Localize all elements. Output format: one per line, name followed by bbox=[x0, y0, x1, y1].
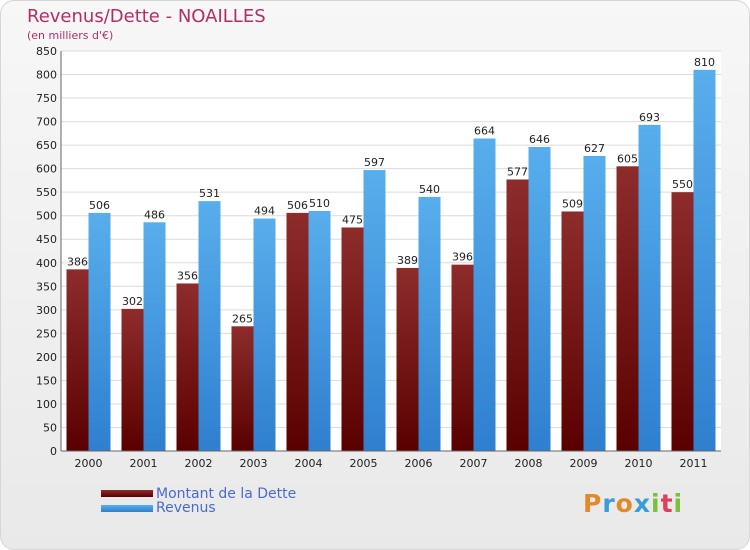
bar-dette bbox=[231, 326, 254, 451]
y-tick-label: 50 bbox=[43, 421, 57, 434]
y-tick-label: 550 bbox=[36, 186, 57, 199]
data-label: 510 bbox=[309, 197, 330, 210]
bar-dette bbox=[671, 192, 694, 452]
x-tick-label: 2004 bbox=[295, 457, 323, 470]
data-label: 389 bbox=[397, 254, 418, 267]
logo-letter: i bbox=[651, 489, 661, 518]
bar-revenus bbox=[198, 201, 221, 451]
bar-revenus bbox=[693, 69, 716, 451]
proxiti-logo: Proxiti bbox=[583, 489, 683, 518]
bar-dette bbox=[121, 308, 144, 451]
data-label: 475 bbox=[342, 213, 363, 226]
legend-swatch-revenus bbox=[101, 505, 153, 512]
legend-label-revenus: Revenus bbox=[156, 500, 216, 516]
logo-letter: P bbox=[583, 489, 603, 518]
bar-revenus bbox=[308, 211, 331, 451]
y-tick-label: 200 bbox=[36, 351, 57, 364]
bar-dette bbox=[506, 179, 529, 451]
x-tick-label: 2009 bbox=[570, 457, 598, 470]
logo-letter: o bbox=[615, 489, 634, 518]
logo-letter: t bbox=[660, 489, 674, 518]
legend-label-dette: Montant de la Dette bbox=[156, 486, 297, 502]
bar-revenus bbox=[418, 196, 441, 451]
data-label: 302 bbox=[122, 295, 143, 308]
bar-dette bbox=[616, 166, 639, 451]
chart-title: Revenus/Dette - NOAILLES bbox=[27, 6, 266, 27]
bar-dette bbox=[396, 267, 419, 451]
bar-dette bbox=[341, 227, 364, 451]
y-tick-label: 800 bbox=[36, 69, 57, 82]
data-label: 486 bbox=[144, 208, 165, 221]
data-label: 386 bbox=[67, 255, 88, 268]
logo-letter: i bbox=[673, 489, 684, 518]
bar-revenus bbox=[363, 170, 386, 451]
x-tick-label: 2005 bbox=[350, 457, 378, 470]
x-tick-label: 2001 bbox=[130, 457, 158, 470]
data-label: 597 bbox=[364, 156, 385, 169]
data-label: 396 bbox=[452, 251, 473, 264]
y-tick-label: 750 bbox=[36, 92, 57, 105]
y-tick-label: 400 bbox=[36, 257, 57, 270]
y-tick-label: 300 bbox=[36, 304, 57, 317]
data-label: 265 bbox=[232, 312, 253, 325]
x-tick-label: 2000 bbox=[75, 457, 103, 470]
x-tick-label: 2010 bbox=[625, 457, 653, 470]
bar-revenus bbox=[253, 218, 276, 451]
data-label: 550 bbox=[672, 178, 693, 191]
data-label: 509 bbox=[562, 197, 583, 210]
x-tick-label: 2011 bbox=[680, 457, 708, 470]
y-tick-label: 250 bbox=[36, 327, 57, 340]
y-tick-label: 0 bbox=[50, 445, 57, 458]
data-label: 506 bbox=[89, 199, 110, 212]
y-tick-label: 500 bbox=[36, 210, 57, 223]
logo-letter: x bbox=[633, 489, 651, 518]
data-label: 531 bbox=[199, 187, 220, 200]
data-label: 356 bbox=[177, 269, 198, 282]
data-label: 494 bbox=[254, 205, 275, 218]
data-label: 664 bbox=[474, 125, 495, 138]
bar-dette bbox=[561, 211, 584, 451]
logo-letter: r bbox=[602, 489, 616, 518]
x-tick-label: 2003 bbox=[240, 457, 268, 470]
data-label: 693 bbox=[639, 111, 660, 124]
data-label: 540 bbox=[419, 183, 440, 196]
x-tick-label: 2002 bbox=[185, 457, 213, 470]
y-tick-label: 850 bbox=[36, 45, 57, 58]
data-label: 627 bbox=[584, 142, 605, 155]
x-tick-label: 2008 bbox=[515, 457, 543, 470]
bar-revenus bbox=[528, 147, 551, 451]
bar-dette bbox=[451, 264, 474, 451]
x-tick-label: 2006 bbox=[405, 457, 433, 470]
y-tick-label: 600 bbox=[36, 163, 57, 176]
data-label: 810 bbox=[694, 56, 715, 69]
bar-dette bbox=[176, 283, 199, 451]
data-label: 506 bbox=[287, 199, 308, 212]
bar-revenus bbox=[583, 155, 606, 452]
bar-dette bbox=[286, 212, 309, 451]
bar-revenus bbox=[88, 212, 111, 451]
plot-area bbox=[61, 51, 721, 451]
y-tick-label: 350 bbox=[36, 280, 57, 293]
x-tick-label: 2007 bbox=[460, 457, 488, 470]
y-tick-label: 150 bbox=[36, 374, 57, 387]
bar-dette bbox=[66, 269, 89, 451]
data-label: 646 bbox=[529, 133, 550, 146]
bar-revenus bbox=[143, 222, 166, 451]
bar-revenus bbox=[473, 138, 496, 451]
data-label: 605 bbox=[617, 152, 638, 165]
data-label: 577 bbox=[507, 165, 528, 178]
legend-swatch-dette bbox=[101, 490, 153, 497]
y-tick-label: 450 bbox=[36, 233, 57, 246]
y-tick-label: 700 bbox=[36, 116, 57, 129]
y-tick-label: 100 bbox=[36, 398, 57, 411]
y-tick-label: 650 bbox=[36, 139, 57, 152]
bar-revenus bbox=[638, 124, 661, 451]
chart-subtitle: (en milliers d'€) bbox=[27, 29, 114, 42]
